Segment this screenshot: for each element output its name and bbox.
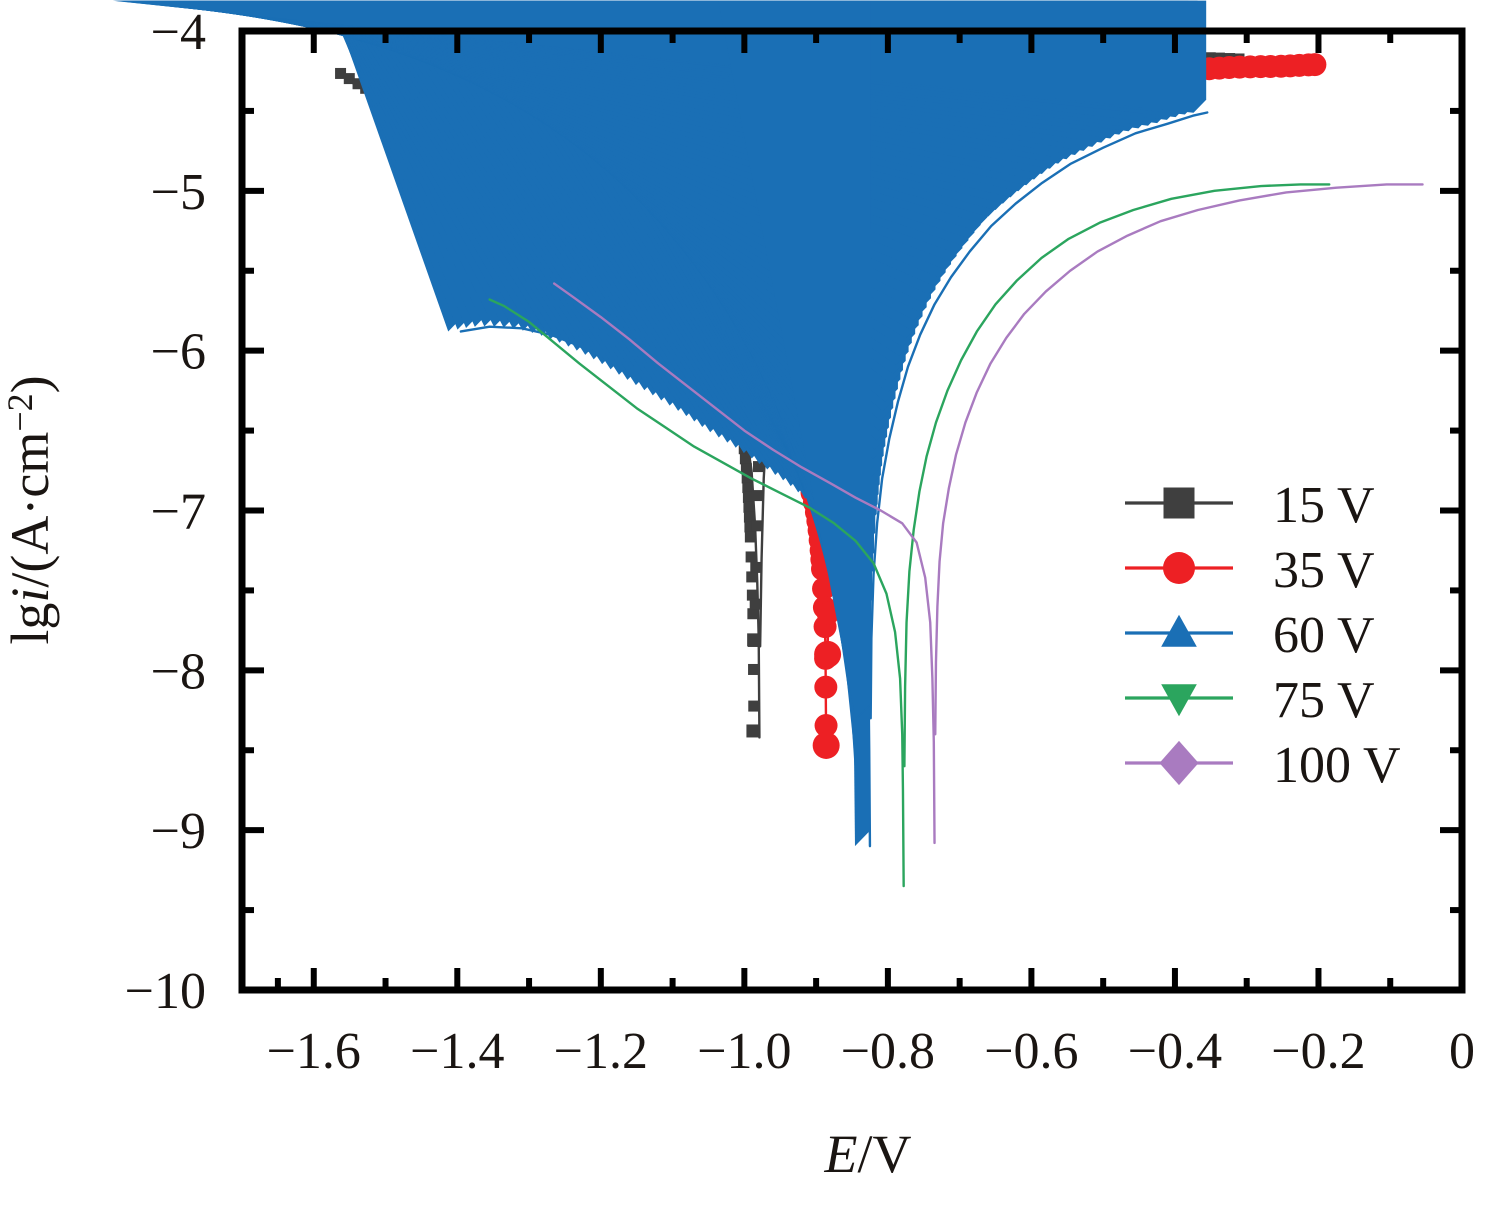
data-point [742, 491, 754, 503]
legend-marker-triangle-down-icon [1161, 684, 1197, 717]
data-point [744, 531, 756, 543]
data-point [743, 511, 755, 523]
legend-marker-circle-icon [1163, 552, 1195, 584]
legend-label: 60 V [1273, 607, 1375, 664]
data-point [746, 571, 758, 583]
data-point [1303, 53, 1327, 77]
x-tick-label: −1.2 [554, 1023, 648, 1080]
data-point [751, 520, 763, 532]
data-point [816, 601, 840, 625]
x-axis-title-unit: /V [858, 1124, 912, 1184]
branch-cathodic [488, 298, 905, 888]
y-axis-title-pre: lg [0, 603, 60, 645]
legend-marker-square-icon [1163, 487, 1195, 519]
legend-label: 35 V [1273, 542, 1375, 599]
legend-item-15-v[interactable]: 15 V [1125, 477, 1375, 534]
legend-label: 75 V [1273, 672, 1375, 729]
ecorr-tip-point [718, 0, 871, 719]
data-point [750, 561, 762, 573]
series-line [934, 183, 1424, 736]
series-line [552, 282, 936, 845]
y-axis-title-exponent: −2 [0, 393, 40, 431]
data-point [752, 461, 764, 473]
series-layer [112, 0, 1424, 888]
data-point [814, 713, 838, 737]
y-tick-label: −8 [151, 643, 206, 700]
x-tick-label: −1.6 [267, 1023, 361, 1080]
y-axis-title: lgi/(A·cm−2) [0, 375, 60, 644]
x-tick-label: −0.6 [984, 1023, 1078, 1080]
legend-item-60-v[interactable]: 60 V [1125, 607, 1375, 664]
x-axis-title: E/V [824, 1124, 912, 1184]
y-tick-label: −4 [151, 4, 206, 61]
x-tick-label: 0 [1449, 1023, 1475, 1080]
data-point [814, 675, 838, 699]
x-tick-label: −0.8 [841, 1023, 935, 1080]
data-point [748, 663, 760, 675]
data-point [745, 551, 757, 563]
y-tick-label: −7 [151, 484, 206, 541]
tick-label-layer: −1.6 −1.4 −1.2 −1.0 −0.8 −0.6 −0.4 −0.2 0 −4 −5 −6 −… [125, 4, 1475, 1080]
branch-anodic [934, 0, 1424, 736]
data-point [748, 700, 760, 712]
data-point [747, 608, 759, 620]
series-75-v [488, 183, 1331, 888]
ecorr-tip-point [814, 640, 842, 668]
legend-label: 100 V [1273, 737, 1401, 794]
y-axis-title-post: ) [0, 375, 60, 393]
x-tick-label: −1.4 [410, 1023, 504, 1080]
y-axis-title-mid: /(A·cm [0, 432, 60, 588]
branch-anodic [903, 183, 1331, 768]
branch-cathodic [552, 0, 936, 845]
axis-layer [238, 27, 1466, 994]
ecorr-tip-point [746, 724, 760, 738]
data-point [743, 501, 755, 513]
legend-item-75-v[interactable]: 75 V [1125, 672, 1375, 729]
y-tick-label: −9 [151, 803, 206, 860]
x-axis-title-symbol: E [824, 1124, 858, 1184]
legend-item-100-v[interactable]: 100 V [1125, 737, 1401, 794]
legend-marker-triangle-up-icon [1161, 614, 1197, 647]
series-line [903, 183, 1331, 768]
data-point [335, 67, 347, 79]
y-axis-title-symbol: i [0, 588, 60, 603]
data-point [739, 453, 751, 465]
x-tick-label: −0.2 [1271, 1023, 1365, 1080]
x-tick-label: −1.0 [697, 1023, 791, 1080]
data-point [749, 598, 761, 610]
legend-item-35-v[interactable]: 35 V [1125, 542, 1375, 599]
data-point [740, 463, 752, 475]
x-tick-label: −0.4 [1128, 1023, 1222, 1080]
y-tick-label: −6 [151, 324, 206, 381]
series-line [488, 298, 905, 888]
chart-legend: 15 V 35 V 60 V 75 V 100 V [1125, 477, 1401, 794]
ecorr-tip-point [812, 731, 840, 759]
data-point [742, 482, 754, 494]
data-point [746, 589, 758, 601]
y-tick-label: −10 [125, 963, 206, 1020]
y-tick-label: −5 [151, 164, 206, 221]
series-100-v [552, 0, 1424, 845]
ecorr-tip-point [747, 633, 761, 647]
legend-marker-diamond-icon [1159, 740, 1199, 786]
legend-label: 15 V [1273, 477, 1375, 534]
data-point [343, 73, 355, 85]
data-point [751, 490, 763, 502]
